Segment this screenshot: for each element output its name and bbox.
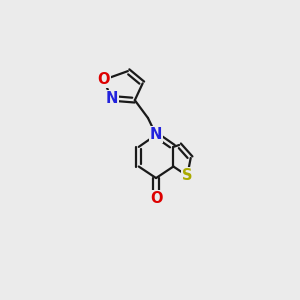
- Text: N: N: [150, 128, 162, 142]
- Text: S: S: [182, 168, 193, 183]
- Text: O: O: [97, 72, 110, 87]
- Text: O: O: [150, 191, 162, 206]
- Text: N: N: [106, 91, 118, 106]
